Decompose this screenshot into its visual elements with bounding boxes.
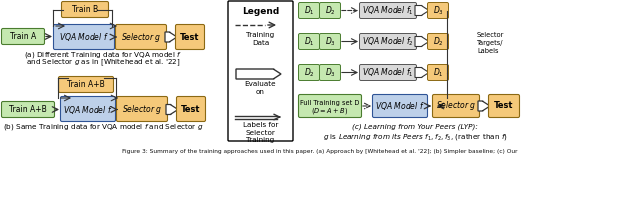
Text: on: on — [256, 89, 265, 95]
FancyBboxPatch shape — [428, 64, 449, 81]
Text: $D_1$: $D_1$ — [303, 4, 314, 17]
Text: Train A+B: Train A+B — [67, 80, 105, 89]
Text: Training: Training — [246, 32, 275, 38]
Text: Test: Test — [494, 101, 514, 110]
Text: VQA Model $f_1$: VQA Model $f_1$ — [362, 4, 414, 17]
Text: Data: Data — [252, 40, 269, 46]
Text: Evaluate: Evaluate — [244, 81, 276, 87]
Text: $D_1$: $D_1$ — [303, 35, 314, 48]
Text: Train A: Train A — [10, 32, 36, 41]
FancyBboxPatch shape — [488, 95, 520, 118]
Text: Selector $g$: Selector $g$ — [122, 103, 162, 116]
Text: Selector: Selector — [477, 32, 504, 38]
Text: Selector $g$: Selector $g$ — [121, 31, 161, 43]
FancyBboxPatch shape — [1, 101, 54, 118]
FancyBboxPatch shape — [58, 77, 113, 93]
FancyBboxPatch shape — [116, 97, 168, 121]
Text: Targets/: Targets/ — [477, 40, 504, 46]
FancyBboxPatch shape — [61, 1, 109, 18]
Text: VQA Model $f_1$: VQA Model $f_1$ — [362, 66, 414, 79]
FancyBboxPatch shape — [360, 34, 417, 49]
Polygon shape — [478, 101, 490, 111]
Text: Test: Test — [180, 33, 200, 41]
Polygon shape — [415, 37, 429, 46]
FancyBboxPatch shape — [360, 64, 417, 81]
FancyBboxPatch shape — [298, 2, 319, 19]
Text: Selector $g$: Selector $g$ — [436, 100, 476, 113]
FancyBboxPatch shape — [177, 97, 205, 121]
Text: VQA Model $f$: VQA Model $f$ — [375, 100, 425, 112]
Text: Selector: Selector — [246, 130, 275, 136]
Polygon shape — [442, 98, 451, 110]
Text: Train B: Train B — [72, 5, 98, 14]
Polygon shape — [415, 5, 429, 16]
FancyBboxPatch shape — [298, 34, 319, 49]
Text: Figure 3: Summary of the training approaches used in this paper. (a) Approach by: Figure 3: Summary of the training approa… — [122, 149, 518, 155]
Text: Training: Training — [246, 137, 275, 143]
Text: (b) Same Training data for VQA model $f$ and Selector $g$: (b) Same Training data for VQA model $f$… — [3, 122, 203, 132]
Text: $D_3$: $D_3$ — [324, 66, 335, 79]
Text: $g$ is $\it{Learning\ from\ its\ Peers}$ $f_1, f_2, f_3$, (rather than $f$): $g$ is $\it{Learning\ from\ its\ Peers}$… — [323, 130, 508, 141]
FancyBboxPatch shape — [1, 28, 45, 44]
Polygon shape — [165, 32, 177, 42]
FancyBboxPatch shape — [319, 64, 340, 81]
Text: Full Training set D: Full Training set D — [300, 100, 360, 106]
FancyBboxPatch shape — [298, 95, 362, 118]
Text: $D_2$: $D_2$ — [324, 4, 335, 17]
FancyBboxPatch shape — [433, 95, 479, 118]
FancyBboxPatch shape — [319, 2, 340, 19]
Text: VQA Model $f$: VQA Model $f$ — [59, 31, 109, 43]
FancyBboxPatch shape — [54, 24, 115, 49]
Text: $D_3$: $D_3$ — [433, 4, 444, 17]
Text: Legend: Legend — [242, 6, 279, 16]
Text: $D_2$: $D_2$ — [433, 35, 444, 48]
FancyBboxPatch shape — [228, 1, 293, 141]
Text: $D_3$: $D_3$ — [324, 35, 335, 48]
Polygon shape — [236, 69, 281, 79]
Polygon shape — [415, 67, 429, 78]
FancyBboxPatch shape — [61, 97, 115, 121]
Text: $D_1$: $D_1$ — [433, 66, 444, 79]
Text: VQA Model $f$: VQA Model $f$ — [63, 103, 113, 116]
Text: Test: Test — [181, 105, 201, 114]
FancyBboxPatch shape — [298, 64, 319, 81]
Text: $D_2$: $D_2$ — [303, 66, 314, 79]
Text: Labels: Labels — [477, 48, 499, 54]
Text: Train A+B: Train A+B — [9, 105, 47, 114]
Text: $(D = A+B)$: $(D = A+B)$ — [312, 106, 349, 116]
Text: and Selector $g$ as in [Whitehead et al. '22]: and Selector $g$ as in [Whitehead et al.… — [26, 58, 180, 68]
FancyBboxPatch shape — [319, 34, 340, 49]
Text: Labels for: Labels for — [243, 122, 278, 128]
Text: (a) Different Training data for VQA model $f$: (a) Different Training data for VQA mode… — [24, 50, 182, 60]
FancyBboxPatch shape — [175, 24, 205, 49]
FancyBboxPatch shape — [428, 34, 449, 49]
FancyBboxPatch shape — [372, 95, 428, 118]
Text: VQA Model $f_2$: VQA Model $f_2$ — [362, 35, 414, 48]
FancyBboxPatch shape — [360, 2, 417, 19]
FancyBboxPatch shape — [115, 24, 166, 49]
FancyBboxPatch shape — [428, 2, 449, 19]
Text: (c) Learning from Your Peers (LYP):: (c) Learning from Your Peers (LYP): — [352, 124, 478, 130]
Polygon shape — [166, 104, 178, 115]
